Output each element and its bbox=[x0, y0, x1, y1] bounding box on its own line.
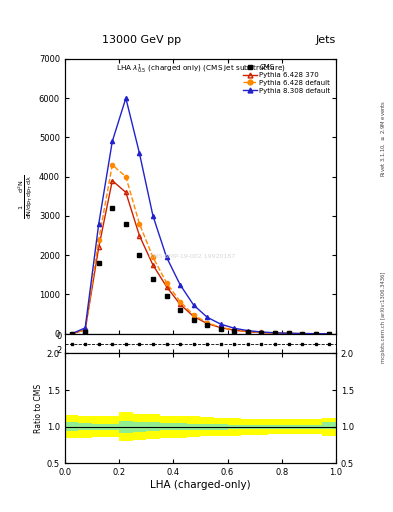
Text: mcplots.cern.ch [arXiv:1306.3436]: mcplots.cern.ch [arXiv:1306.3436] bbox=[381, 272, 386, 363]
Y-axis label: $\mathregular{\frac{1}{\mathrm{d}N/\mathrm{d}p_T}\frac{\mathrm{d}^2 N}{\mathrm{d: $\mathregular{\frac{1}{\mathrm{d}N/\math… bbox=[17, 174, 35, 219]
Text: Rivet 3.1.10, $\geq$ 2.9M events: Rivet 3.1.10, $\geq$ 2.9M events bbox=[379, 100, 387, 177]
Y-axis label: Ratio to CMS: Ratio to CMS bbox=[34, 384, 43, 433]
Text: 13000 GeV pp: 13000 GeV pp bbox=[102, 35, 181, 45]
Text: 2: 2 bbox=[57, 346, 62, 355]
Text: Jets: Jets bbox=[316, 35, 336, 45]
Text: LHA $\lambda^{1}_{0.5}$ (charged only) (CMS jet substructure): LHA $\lambda^{1}_{0.5}$ (charged only) (… bbox=[116, 63, 285, 76]
Legend: CMS, Pythia 6.428 370, Pythia 6.428 default, Pythia 8.308 default: CMS, Pythia 6.428 370, Pythia 6.428 defa… bbox=[241, 62, 332, 96]
Text: 0: 0 bbox=[57, 332, 62, 341]
Text: CMS-SMP-19-002 19920187: CMS-SMP-19-002 19920187 bbox=[149, 254, 235, 259]
X-axis label: LHA (charged-only): LHA (charged-only) bbox=[150, 480, 251, 490]
